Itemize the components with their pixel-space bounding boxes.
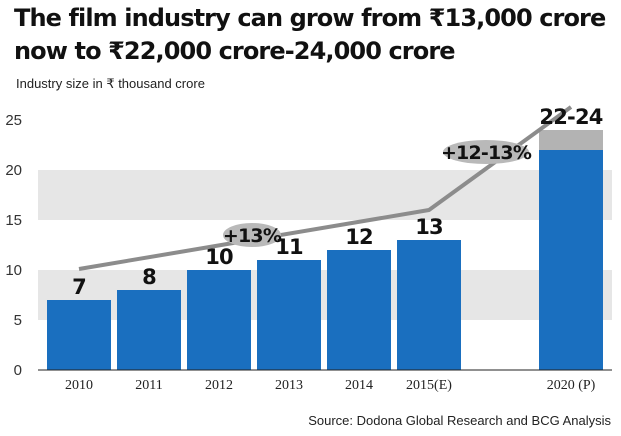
value-label: 22-24 [539,105,602,129]
trend-line [78,105,573,271]
x-tick-label: 2020 (P) [547,378,596,393]
y-tick-label: 5 [14,312,22,329]
bar [397,240,461,370]
growth-label: +12-13% [441,142,532,164]
x-tick-label: 2012 [205,378,233,393]
value-label: 10 [205,245,233,269]
y-tick-label: 10 [5,262,22,279]
y-tick-label: 20 [5,162,22,179]
bar-projection-range [539,130,603,150]
value-label: 7 [72,275,86,299]
value-label: 12 [345,225,373,249]
x-tick-label: 2010 [65,378,93,393]
chart-title: The film industry can grow from ₹13,000 … [14,4,606,65]
value-label: 13 [415,215,443,239]
y-tick-label: 25 [5,112,22,129]
y-tick-label: 15 [5,212,22,229]
grid-band [38,170,612,220]
bar [539,150,603,370]
chart-subtitle: Industry size in ₹ thousand crore [16,76,205,91]
x-tick-label: 2011 [135,378,162,393]
value-label: 8 [142,265,156,289]
bar [117,290,181,370]
x-tick-label: 2015(E) [406,378,452,393]
bar [187,270,251,370]
growth-bubble [223,223,281,247]
bar [257,260,321,370]
chart-source: Source: Dodona Global Research and BCG A… [308,413,611,428]
x-tick-label: 2013 [275,378,303,393]
y-tick-label: 0 [14,362,22,379]
growth-bubble [443,140,529,164]
growth-label: +13% [223,225,282,247]
bar [327,250,391,370]
value-label: 11 [275,235,303,259]
x-tick-label: 2014 [345,378,373,393]
bar [47,300,111,370]
